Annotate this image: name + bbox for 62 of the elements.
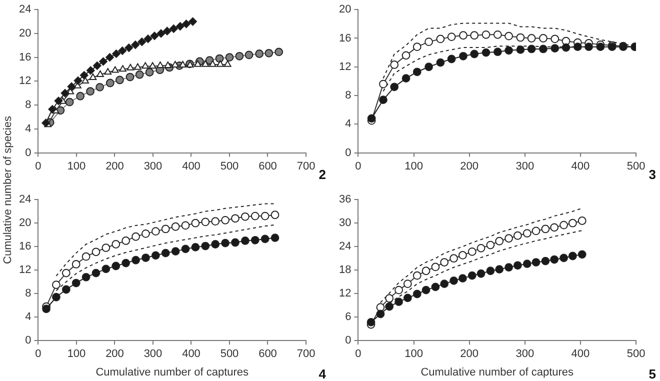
y-tick-label: 20 [18, 28, 32, 40]
x-tick-label: 600 [258, 348, 277, 360]
x-tick-label: 100 [67, 348, 86, 360]
y-tick-label: 0 [25, 146, 32, 159]
y-tick-label: 16 [338, 32, 352, 44]
x-tick-label: 200 [106, 160, 124, 172]
text: 3 [648, 166, 656, 182]
y-tick-label: 0 [345, 146, 352, 159]
x-tick-label: 500 [220, 160, 239, 172]
y-tick-label: 20 [338, 4, 352, 16]
y-tick-label: 0 [25, 334, 32, 347]
x-tick-label: 400 [182, 160, 200, 172]
x-tick-label: 500 [626, 160, 646, 172]
x-tick-label: 500 [220, 348, 239, 360]
x-tick-label: 400 [571, 348, 590, 360]
x-tick-label: 0 [355, 348, 362, 360]
y-tick-label: 8 [345, 90, 352, 102]
y-tick-label: 16 [18, 51, 32, 64]
x-axis-title: Cumulative number of captures [96, 366, 250, 378]
y-tick-label: 8 [25, 288, 32, 300]
x-tick-label: 400 [571, 160, 590, 172]
text: 5 [648, 366, 656, 381]
text: 2 [318, 166, 326, 182]
y-tick-label: 4 [25, 311, 32, 324]
y-tick-label: 18 [338, 264, 352, 276]
y-tick-label: 0 [345, 334, 352, 347]
x-tick-label: 100 [404, 160, 423, 172]
x-tick-label: 200 [106, 348, 124, 360]
x-tick-label: 400 [182, 348, 200, 360]
x-tick-label: 200 [460, 348, 479, 360]
x-tick-label: 0 [355, 160, 362, 172]
y-axis-title: Cumulative number of species [2, 116, 14, 264]
text: 4 [318, 366, 327, 381]
x-tick-label: 300 [516, 348, 534, 360]
x-tick-label: 300 [144, 348, 162, 360]
x-tick-label: 300 [144, 160, 162, 172]
x-tick-label: 100 [404, 348, 423, 360]
x-tick-label: 700 [296, 348, 316, 360]
x-tick-label: 100 [67, 160, 86, 172]
y-tick-label: 24 [338, 240, 352, 253]
y-tick-label: 12 [338, 60, 352, 73]
y-tick-label: 6 [345, 311, 352, 324]
y-tick-label: 12 [18, 75, 32, 88]
y-tick-label: 4 [25, 122, 32, 135]
x-tick-label: 300 [516, 160, 534, 172]
y-tick-label: 16 [18, 240, 32, 253]
x-tick-label: 500 [626, 348, 646, 360]
y-tick-label: 12 [18, 264, 32, 276]
y-tick-label: 4 [345, 118, 352, 130]
x-tick-label: 0 [35, 348, 42, 360]
y-tick-label: 20 [18, 217, 32, 230]
y-tick-label: 8 [25, 99, 32, 112]
x-axis-title: Cumulative number of captures [420, 366, 574, 378]
y-tick-label: 36 [338, 194, 352, 206]
x-tick-label: 600 [258, 160, 277, 172]
x-tick-label: 0 [35, 160, 42, 172]
y-tick-label: 30 [338, 217, 352, 230]
x-tick-label: 200 [460, 160, 479, 172]
y-tick-label: 12 [338, 288, 352, 300]
y-tick-label: 24 [18, 194, 32, 206]
x-tick-label: 700 [296, 160, 316, 172]
y-tick-label: 24 [18, 4, 32, 16]
